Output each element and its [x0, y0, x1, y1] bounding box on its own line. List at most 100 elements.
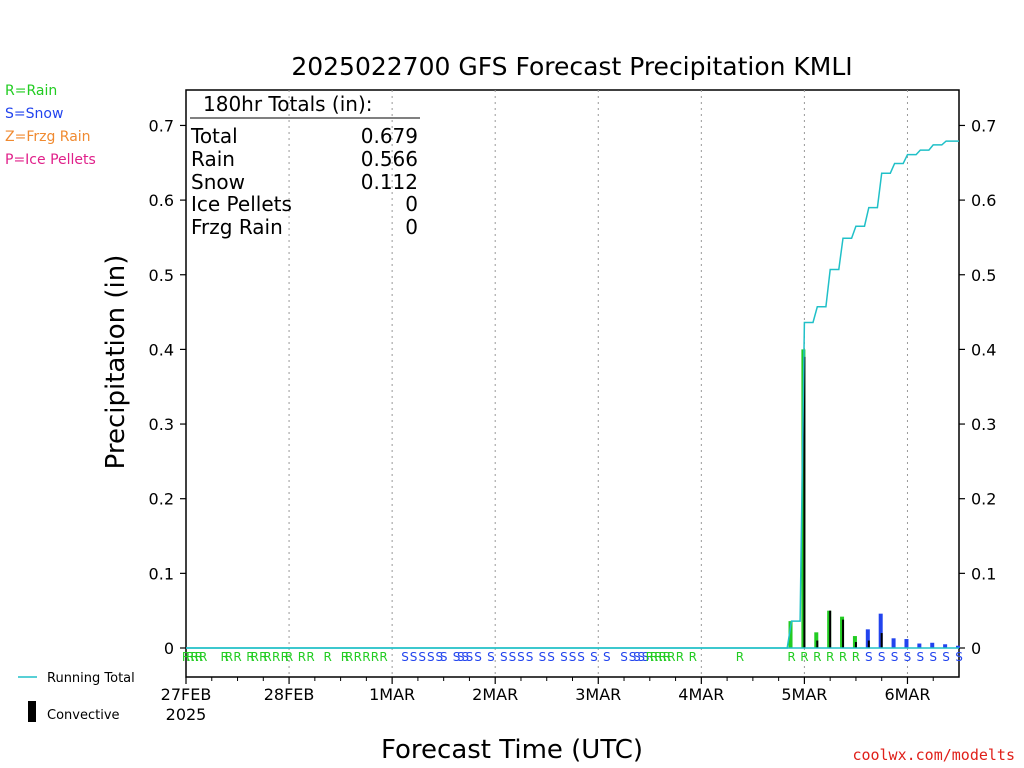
precip-bar: [917, 643, 922, 648]
convective-swatch: [28, 701, 36, 722]
ptype-marker: R: [225, 650, 233, 664]
ptype-marker: R: [839, 650, 847, 664]
y-tick-label-right: 0.5: [971, 266, 996, 285]
totals-label-ice-pellets: Ice Pellets: [191, 192, 292, 216]
totals-value-snow: 0.112: [361, 170, 418, 194]
ptype-marker: R: [362, 650, 370, 664]
ptype-marker: S: [427, 650, 435, 664]
ptype-legend: R=Rain S=Snow Z=Frzg Rain P=Ice Pellets: [5, 83, 96, 168]
ptype-marker: S: [878, 650, 886, 664]
x-tick-label: 1MAR: [369, 685, 415, 704]
ptype-marker: S: [955, 650, 963, 664]
ptype-marker: S: [410, 650, 418, 664]
x-tick-label: 4MAR: [678, 685, 724, 704]
ptype-marker: R: [285, 650, 293, 664]
ptype-marker: S: [603, 650, 611, 664]
ptype-marker: R: [787, 650, 795, 664]
ptype-marker: S: [440, 650, 448, 664]
ptype-marker: S: [929, 650, 937, 664]
ptype-marker: R: [371, 650, 379, 664]
ptype-marker: S: [891, 650, 899, 664]
x-tick-label: 2MAR: [472, 685, 518, 704]
ptype-marker: S: [418, 650, 426, 664]
ptype-marker: R: [650, 650, 658, 664]
ptype-marker: S: [560, 650, 568, 664]
ptype-marker: R: [826, 650, 834, 664]
y-tick-label-left: 0: [164, 639, 174, 658]
ptype-marker: R: [379, 650, 387, 664]
x-tick-label: 6MAR: [884, 685, 930, 704]
legend-rain: R=Rain: [5, 83, 57, 99]
totals-value-frzg-rain: 0: [405, 215, 418, 239]
ptype-marker: S: [487, 650, 495, 664]
y-tick-label-left: 0.3: [149, 415, 174, 434]
ptype-marker: R: [345, 650, 353, 664]
ptype-marker: S: [401, 650, 409, 664]
ptype-marker: S: [633, 650, 641, 664]
ptype-marker: R: [233, 650, 241, 664]
ptype-marker: S: [569, 650, 577, 664]
ptype-marker: R: [195, 650, 203, 664]
totals-label-rain: Rain: [191, 147, 235, 171]
convective-bar: [842, 619, 845, 648]
y-tick-label-right: 0.1: [971, 564, 996, 583]
ptype-marker: R: [259, 650, 267, 664]
convective-bar: [880, 633, 883, 648]
ptype-marker: S: [547, 650, 555, 664]
precip-bar: [956, 645, 960, 648]
totals-label-snow: Snow: [191, 170, 245, 194]
precip-bar: [814, 632, 819, 648]
legend-frzg-rain: Z=Frzg Rain: [5, 129, 91, 145]
ptype-marker: S: [509, 650, 517, 664]
grid-lines: [288, 90, 908, 677]
ptype-marker: R: [324, 650, 332, 664]
convective-bars: [803, 356, 883, 648]
ptype-marker: S: [436, 650, 444, 664]
running-total-line: [186, 140, 959, 649]
convective-legend-label: Convective: [47, 708, 120, 723]
ptype-marker: S: [629, 650, 637, 664]
totals-label-total: Total: [190, 124, 238, 148]
ptype-marker: S: [917, 650, 925, 664]
ptype-marker: S: [904, 650, 912, 664]
legend-ice-pellets: P=Ice Pellets: [5, 152, 96, 168]
x-tick-label: 5MAR: [781, 685, 827, 704]
totals-value-total: 0.679: [361, 124, 418, 148]
ptype-marker: S: [865, 650, 873, 664]
y-tick-label-left: 0.7: [149, 116, 174, 135]
running-total-polyline: [186, 140, 959, 649]
precip-bar: [943, 644, 948, 648]
ptype-marker: S: [942, 650, 950, 664]
ptype-marker: R: [676, 650, 684, 664]
ptype-marker: S: [453, 650, 461, 664]
ptype-marker: S: [457, 650, 465, 664]
ptype-marker: R: [306, 650, 314, 664]
ptype-marker: R: [272, 650, 280, 664]
y-tick-label-left: 0.1: [149, 564, 174, 583]
ptype-marker: S: [466, 650, 474, 664]
precip-bar: [788, 621, 793, 648]
ptype-marker: R: [646, 650, 654, 664]
totals-value-ice-pellets: 0: [405, 192, 418, 216]
ptype-marker: S: [620, 650, 628, 664]
convective-bar: [803, 356, 806, 648]
precip-bar: [930, 642, 935, 648]
ptype-marker: R: [852, 650, 860, 664]
ptype-marker: R: [800, 650, 808, 664]
y-tick-label-right: 0.4: [971, 340, 996, 359]
ptype-marker: S: [642, 650, 650, 664]
x-tick-label: 27FEB: [161, 685, 212, 704]
precip-bar: [865, 629, 870, 648]
x-tick-sublabel: 2025: [166, 705, 207, 724]
ptype-marker: R: [659, 650, 667, 664]
ptype-marker: R: [689, 650, 697, 664]
ptype-marker: R: [654, 650, 662, 664]
ptype-marker: S: [526, 650, 534, 664]
ptype-marker: R: [813, 650, 821, 664]
ptype-marker: R: [281, 650, 289, 664]
ptype-marker: R: [186, 650, 194, 664]
ptype-marker: S: [590, 650, 598, 664]
line-legend: Running Total Convective: [18, 671, 135, 723]
